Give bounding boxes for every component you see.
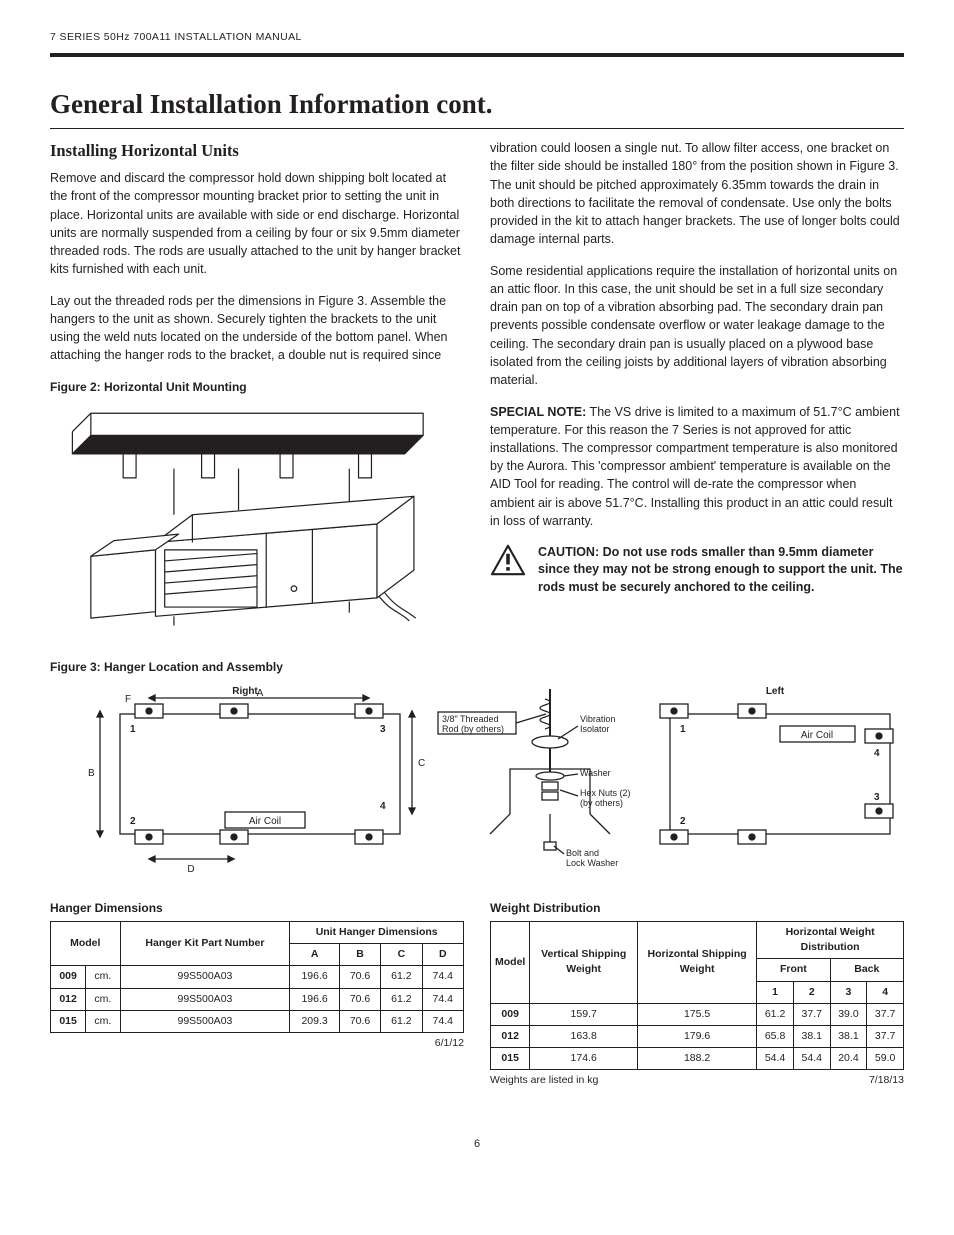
svg-text:Air Coil: Air Coil bbox=[249, 816, 281, 827]
svg-text:F: F bbox=[125, 694, 131, 705]
th-front: Front bbox=[757, 959, 830, 981]
th-v: Vertical Shipping Weight bbox=[530, 921, 638, 1003]
svg-text:3: 3 bbox=[874, 792, 880, 803]
table-row: 012 163.8 179.6 65.8 38.1 38.1 37.7 bbox=[491, 1026, 904, 1048]
svg-text:Bolt and: Bolt and bbox=[566, 848, 599, 858]
svg-text:2: 2 bbox=[680, 816, 686, 827]
th-col: 4 bbox=[867, 981, 904, 1003]
hanger-table-caption: Hanger Dimensions bbox=[50, 900, 464, 917]
svg-text:C: C bbox=[418, 758, 425, 769]
th-back: Back bbox=[830, 959, 903, 981]
table-row: 009 159.7 175.5 61.2 37.7 39.0 37.7 bbox=[491, 1003, 904, 1025]
hanger-table-wrap: Hanger Dimensions Model Hanger Kit Part … bbox=[50, 900, 464, 1089]
caution-block: CAUTION: Do not use rods smaller than 9.… bbox=[490, 544, 904, 597]
right-column: vibration could loosen a single nut. To … bbox=[490, 139, 904, 649]
special-note: SPECIAL NOTE: The VS drive is limited to… bbox=[490, 403, 904, 530]
svg-text:(by others): (by others) bbox=[580, 798, 623, 808]
svg-text:Right: Right bbox=[232, 686, 258, 697]
page-title: General Installation Information cont. bbox=[50, 85, 904, 129]
tables-row: Hanger Dimensions Model Hanger Kit Part … bbox=[50, 900, 904, 1089]
th-col: A bbox=[290, 944, 340, 966]
caution-text: CAUTION: Do not use rods smaller than 9.… bbox=[538, 544, 904, 597]
svg-text:Washer: Washer bbox=[580, 768, 611, 778]
th-col: 3 bbox=[830, 981, 867, 1003]
svg-text:3: 3 bbox=[380, 724, 386, 735]
svg-text:Left: Left bbox=[766, 686, 785, 697]
svg-text:Hex Nuts (2): Hex Nuts (2) bbox=[580, 788, 631, 798]
weight-table: Model Vertical Shipping Weight Horizonta… bbox=[490, 921, 904, 1071]
svg-text:Isolator: Isolator bbox=[580, 724, 610, 734]
svg-text:Lock Washer: Lock Washer bbox=[566, 858, 618, 868]
svg-text:Air Coil: Air Coil bbox=[801, 730, 833, 741]
svg-text:1: 1 bbox=[680, 724, 686, 735]
th-col: 2 bbox=[793, 981, 830, 1003]
th-h: Horizontal Shipping Weight bbox=[637, 921, 756, 1003]
svg-text:Vibration: Vibration bbox=[580, 714, 615, 724]
weight-table-wrap: Weight Distribution Model Vertical Shipp… bbox=[490, 900, 904, 1089]
weight-table-date: 7/18/13 bbox=[869, 1073, 904, 1088]
table-row: 009 cm. 99S500A03 196.6 70.6 61.2 74.4 bbox=[51, 966, 464, 988]
left-column: Installing Horizontal Units Remove and d… bbox=[50, 139, 464, 649]
svg-text:B: B bbox=[88, 768, 95, 779]
th-model: Model bbox=[51, 921, 121, 965]
page-number: 6 bbox=[50, 1137, 904, 1153]
running-header: 7 SERIES 50Hz 700A11 INSTALLATION MANUAL bbox=[50, 30, 904, 45]
body-para: vibration could loosen a single nut. To … bbox=[490, 139, 904, 248]
th-model: Model bbox=[491, 921, 530, 1003]
special-note-body: The VS drive is limited to a maximum of … bbox=[490, 405, 900, 528]
th-dist: Horizontal Weight Distribution bbox=[757, 921, 904, 958]
svg-text:Rod (by others): Rod (by others) bbox=[442, 724, 504, 734]
special-note-label: SPECIAL NOTE: bbox=[490, 405, 586, 419]
svg-text:A: A bbox=[257, 688, 264, 699]
header-rule bbox=[50, 53, 904, 57]
two-column-body: Installing Horizontal Units Remove and d… bbox=[50, 139, 904, 649]
svg-text:4: 4 bbox=[874, 748, 880, 759]
weight-table-caption: Weight Distribution bbox=[490, 900, 904, 917]
section-heading: Installing Horizontal Units bbox=[50, 139, 464, 163]
table-row: 015 cm. 99S500A03 209.3 70.6 61.2 74.4 bbox=[51, 1010, 464, 1032]
th-col: 1 bbox=[757, 981, 794, 1003]
svg-text:3/8" Threaded: 3/8" Threaded bbox=[442, 714, 499, 724]
th-col: C bbox=[381, 944, 422, 966]
svg-text:1: 1 bbox=[130, 724, 136, 735]
body-para: Lay out the threaded rods per the dimens… bbox=[50, 292, 464, 365]
figure2-diagram bbox=[50, 404, 464, 649]
figure3-diagram: Right 1 3 2 4 Air Coil A F B bbox=[50, 684, 904, 889]
weight-table-note: Weights are listed in kg bbox=[490, 1073, 598, 1088]
svg-text:4: 4 bbox=[380, 801, 386, 812]
hanger-table-date: 6/1/12 bbox=[50, 1036, 464, 1051]
svg-text:D: D bbox=[187, 864, 194, 875]
th-col: B bbox=[339, 944, 380, 966]
th-kit: Hanger Kit Part Number bbox=[120, 921, 290, 965]
table-row: 015 174.6 188.2 54.4 54.4 20.4 59.0 bbox=[491, 1048, 904, 1070]
table-row: 012 cm. 99S500A03 196.6 70.6 61.2 74.4 bbox=[51, 988, 464, 1010]
figure2-caption: Figure 2: Horizontal Unit Mounting bbox=[50, 379, 464, 396]
th-col: D bbox=[422, 944, 463, 966]
body-para: Remove and discard the compressor hold d… bbox=[50, 169, 464, 278]
figure3-caption: Figure 3: Hanger Location and Assembly bbox=[50, 659, 904, 676]
svg-text:2: 2 bbox=[130, 816, 136, 827]
th-unit: Unit Hanger Dimensions bbox=[290, 921, 464, 943]
body-para: Some residential applications require th… bbox=[490, 262, 904, 389]
warning-icon bbox=[490, 544, 526, 576]
hanger-table: Model Hanger Kit Part Number Unit Hanger… bbox=[50, 921, 464, 1033]
